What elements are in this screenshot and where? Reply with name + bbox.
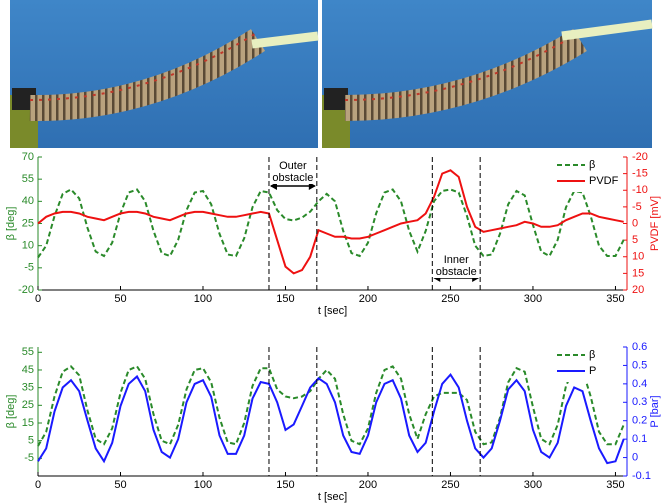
y-tick-label: -20 [18, 284, 34, 296]
y-tick-label: 40 [22, 195, 34, 207]
y-tick-label: -5 [24, 262, 34, 274]
y-tick-label: 5 [28, 435, 34, 447]
y2-tick-label: 0.1 [632, 433, 647, 445]
y2-tick-label: 0 [632, 217, 638, 229]
y-tick-label: 10 [22, 240, 34, 252]
y2-tick-label: 0.6 [632, 341, 647, 353]
x-tick-label: 350 [606, 479, 624, 491]
x-tick-label: 0 [35, 293, 41, 305]
y-tick-label: 35 [22, 382, 34, 394]
x-tick-label: 200 [359, 479, 377, 491]
y-tick-label: 25 [22, 399, 34, 411]
y-axis-label: β [deg] [5, 207, 17, 241]
x-tick-label: 250 [441, 479, 459, 491]
y2-tick-label: -15 [632, 168, 648, 180]
legend-label: PVDF [589, 175, 619, 187]
series-line [37, 169, 624, 275]
x-axis-label: t [sec] [318, 491, 347, 503]
y2-axis-label: PVDF [mV] [649, 196, 661, 251]
y2-tick-label: 0.2 [632, 415, 647, 427]
y2-tick-label: -20 [632, 151, 648, 163]
legend-box [553, 158, 623, 192]
annotation: Inner obstacle [433, 254, 480, 278]
y2-tick-label: -10 [632, 184, 648, 196]
y2-tick-label: 0 [632, 451, 638, 463]
y-tick-label: 70 [22, 151, 34, 163]
y-tick-label: 55 [22, 173, 34, 185]
x-tick-label: 0 [35, 479, 41, 491]
y-tick-label: -5 [24, 452, 34, 464]
y-tick-label: 15 [22, 417, 34, 429]
x-axis-label: t [sec] [318, 305, 347, 317]
x-tick-label: 300 [524, 293, 542, 305]
legend-label: P [589, 365, 596, 377]
y2-tick-label: 0.3 [632, 396, 647, 408]
legend-box [553, 348, 623, 382]
y2-tick-label: 10 [632, 251, 644, 263]
annotation: Outer obstacle [269, 160, 316, 184]
y2-tick-label: 0.5 [632, 359, 647, 371]
x-tick-label: 150 [276, 479, 294, 491]
series-line [37, 188, 625, 259]
series-line [37, 372, 625, 465]
annotation-arrow [269, 182, 316, 190]
x-tick-label: 50 [114, 293, 126, 305]
x-tick-label: 50 [114, 479, 126, 491]
y2-axis-label: P [bar] [649, 395, 661, 427]
y2-tick-label: 15 [632, 267, 644, 279]
annotation-arrow [433, 274, 480, 282]
y2-tick-label: -0.1 [632, 470, 651, 482]
y2-tick-label: 20 [632, 284, 644, 296]
legend-label: β [589, 159, 595, 171]
x-tick-label: 150 [276, 293, 294, 305]
x-tick-label: 100 [194, 479, 212, 491]
x-tick-label: 350 [606, 293, 624, 305]
x-tick-label: 200 [359, 293, 377, 305]
photo-left [10, 0, 319, 148]
photo-right [322, 0, 653, 148]
x-tick-label: 100 [194, 293, 212, 305]
y2-tick-label: 0.4 [632, 378, 647, 390]
x-tick-label: 250 [441, 293, 459, 305]
series-line [37, 365, 625, 447]
y2-tick-label: -5 [632, 201, 642, 213]
y-tick-label: 45 [22, 364, 34, 376]
y-axis-label: β [deg] [5, 395, 17, 429]
y-tick-label: 55 [22, 346, 34, 358]
y-tick-label: 25 [22, 217, 34, 229]
y2-tick-label: 5 [632, 234, 638, 246]
legend-label: β [589, 349, 595, 361]
x-tick-label: 300 [524, 479, 542, 491]
